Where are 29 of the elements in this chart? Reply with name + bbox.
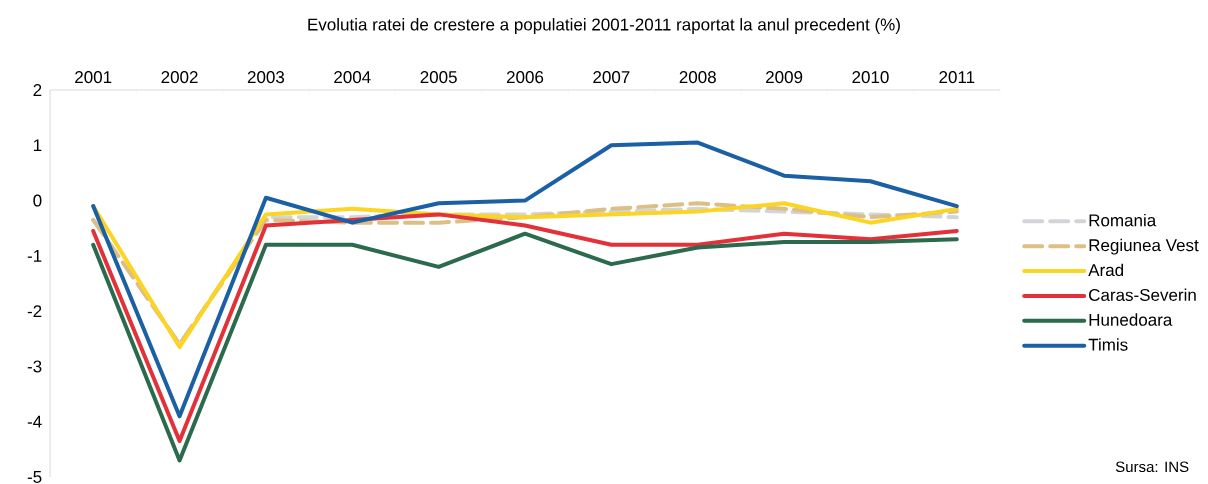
x-tick-label: 2006: [506, 71, 544, 84]
legend-label: Caras-Severin: [1089, 288, 1196, 301]
y-tick-label: -3: [27, 360, 42, 373]
x-tick-label: 2010: [852, 71, 889, 84]
text: Sursa: INS: [1115, 461, 1189, 473]
legend-label: Arad: [1088, 263, 1124, 277]
legend-label: Romania: [1089, 213, 1157, 227]
y-tick-label: 1: [34, 139, 42, 152]
y-tick-label: -1: [27, 249, 42, 262]
x-tick-label: 2005: [420, 71, 457, 84]
y-tick-label: -2: [27, 305, 42, 318]
legend-label: Timis: [1088, 338, 1128, 351]
x-tick-label: 2003: [247, 71, 285, 84]
x-tick-label: 2011: [939, 71, 975, 84]
x-tick-label: 2007: [593, 71, 630, 84]
legend-label: Regiunea Vest: [1089, 238, 1199, 255]
y-tick-label: -4: [27, 415, 42, 428]
x-tick-label: 2001: [75, 71, 112, 84]
x-tick-label: 2004: [334, 71, 371, 84]
legend-label: Hunedoara: [1089, 313, 1173, 326]
x-tick-label: 2008: [679, 71, 716, 84]
line-series: [91, 231, 959, 463]
y-tick-label: 2: [33, 84, 42, 96]
y-tick-label: -5: [27, 471, 42, 483]
x-tick-label: 2009: [766, 71, 803, 84]
y-tick-label: 0: [33, 194, 42, 207]
chart-title: Evolutia ratei de crestere a populatiei 2001-2011 raportat la anul precedent (%): [308, 18, 900, 34]
x-tick-label: 2002: [161, 71, 198, 84]
line-series: [91, 140, 959, 419]
